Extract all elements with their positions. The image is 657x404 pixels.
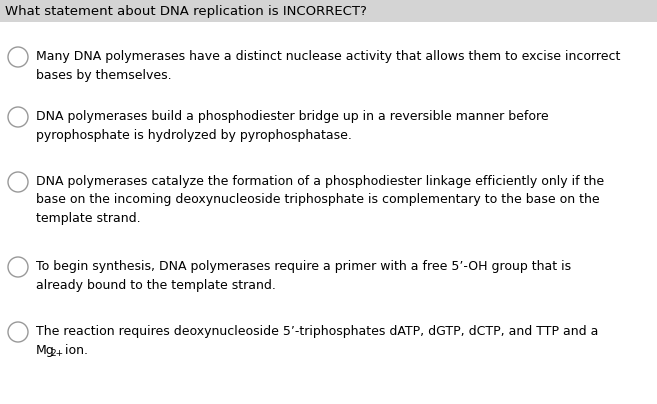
- Text: To begin synthesis, DNA polymerases require a primer with a free 5’-OH group tha: To begin synthesis, DNA polymerases requ…: [36, 260, 571, 292]
- Text: ion.: ion.: [61, 343, 88, 357]
- Text: The reaction requires deoxynucleoside 5’-triphosphates dATP, dGTP, dCTP, and TTP: The reaction requires deoxynucleoside 5’…: [36, 325, 599, 338]
- Text: DNA polymerases catalyze the formation of a phosphodiester linkage efficiently o: DNA polymerases catalyze the formation o…: [36, 175, 604, 225]
- Bar: [0, 0, 657, 22]
- Text: What statement about DNA replication is INCORRECT?: What statement about DNA replication is …: [5, 4, 367, 17]
- Text: Mg: Mg: [36, 343, 55, 357]
- Text: Many DNA polymerases have a distinct nuclease activity that allows them to excis: Many DNA polymerases have a distinct nuc…: [36, 50, 620, 82]
- Text: DNA polymerases build a phosphodiester bridge up in a reversible manner before
p: DNA polymerases build a phosphodiester b…: [36, 110, 549, 141]
- Text: 2+: 2+: [50, 349, 63, 358]
